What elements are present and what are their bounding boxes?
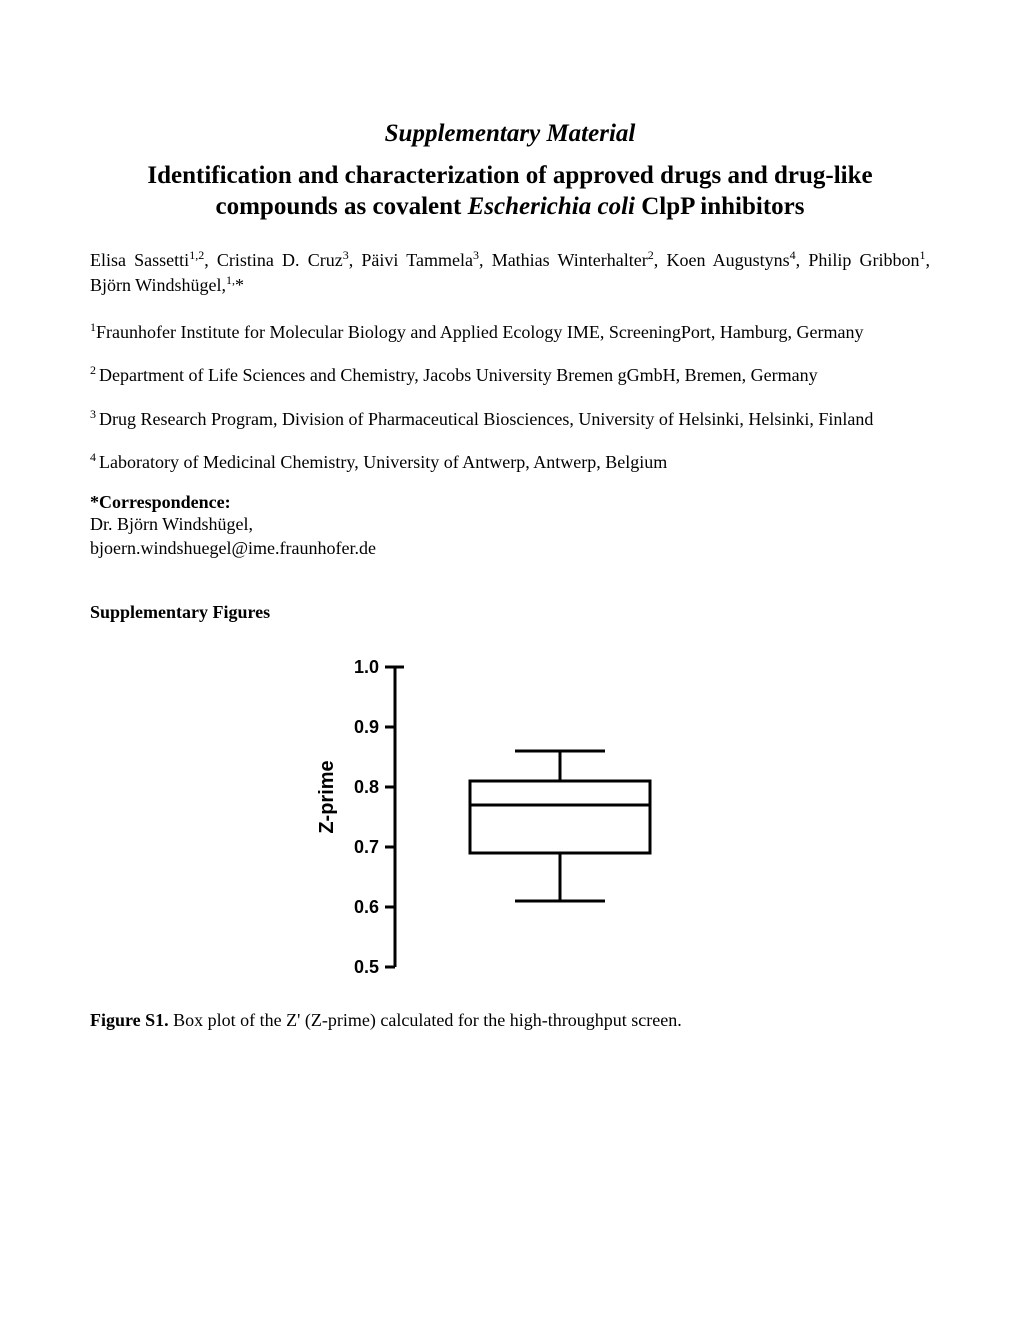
figure-caption: Figure S1. Box plot of the Z' (Z-prime) … [90,1010,930,1031]
affiliation-4: 4 Laboratory of Medicinal Chemistry, Uni… [90,449,930,474]
page: Supplementary Material Identification an… [0,0,1020,1121]
boxplot-chart: 0.5 0.6 0.7 0.8 0.9 1.0 Z-prime [275,647,745,977]
correspondence-name: Dr. Björn Windshügel, [90,513,930,536]
affiliation-3: 3 Drug Research Program, Division of Pha… [90,406,930,431]
title-italic: Escherichia coli [468,193,635,220]
supplementary-heading: Supplementary Material [90,120,930,148]
author-7-sup: 1, [226,273,235,287]
affiliation-4-text: Laboratory of Medicinal Chemistry, Unive… [99,452,667,472]
affiliation-1: 1Fraunhofer Institute for Molecular Biol… [90,319,930,344]
svg-text:0.5: 0.5 [354,957,379,977]
affiliation-2-text: Department of Life Sciences and Chemistr… [99,365,818,385]
author-7-star: * [235,275,244,295]
correspondence-label: *Correspondence: [90,492,930,513]
sep: , [796,250,809,270]
title-post: ClpP inhibitors [635,193,805,220]
sep: , [204,250,217,270]
author-1-sup: 1,2 [189,248,204,262]
affiliation-2-sup: 2 [90,363,99,377]
section-heading: Supplementary Figures [90,602,930,623]
affiliation-1-text: Fraunhofer Institute for Molecular Biolo… [96,322,864,342]
correspondence-block: *Correspondence: Dr. Björn Windshügel, b… [90,492,930,560]
svg-text:0.6: 0.6 [354,897,379,917]
author-1: Elisa Sassetti [90,250,189,270]
figure-number: Figure S1. [90,1010,169,1030]
sep: , [479,250,492,270]
author-2: Cristina D. Cruz [217,250,343,270]
author-7: Björn Windshügel, [90,275,226,295]
author-6: Philip Gribbon [808,250,919,270]
author-3: Päivi Tammela [361,250,473,270]
sep: , [349,250,362,270]
figure-caption-text: Box plot of the Z' (Z-prime) calculated … [169,1010,682,1030]
sep: , [654,250,667,270]
author-5: Koen Augustyns [666,250,789,270]
svg-text:1.0: 1.0 [354,657,379,677]
affiliation-2: 2 Department of Life Sciences and Chemis… [90,362,930,387]
svg-text:Z-prime: Z-prime [316,760,338,833]
sep: , [926,250,931,270]
affiliation-3-text: Drug Research Program, Division of Pharm… [99,409,873,429]
affiliation-4-sup: 4 [90,450,99,464]
figure-s1: 0.5 0.6 0.7 0.8 0.9 1.0 Z-prime [90,647,930,982]
paper-title: Identification and characterization of a… [90,160,930,223]
authors-line: Elisa Sassetti1,2, Cristina D. Cruz3, Pä… [90,247,930,298]
correspondence-email: bjoern.windshuegel@ime.fraunhofer.de [90,537,930,560]
svg-text:0.8: 0.8 [354,777,379,797]
affiliation-3-sup: 3 [90,407,99,421]
author-4: Mathias Winterhalter [492,250,648,270]
svg-text:0.7: 0.7 [354,837,379,857]
svg-text:0.9: 0.9 [354,717,379,737]
